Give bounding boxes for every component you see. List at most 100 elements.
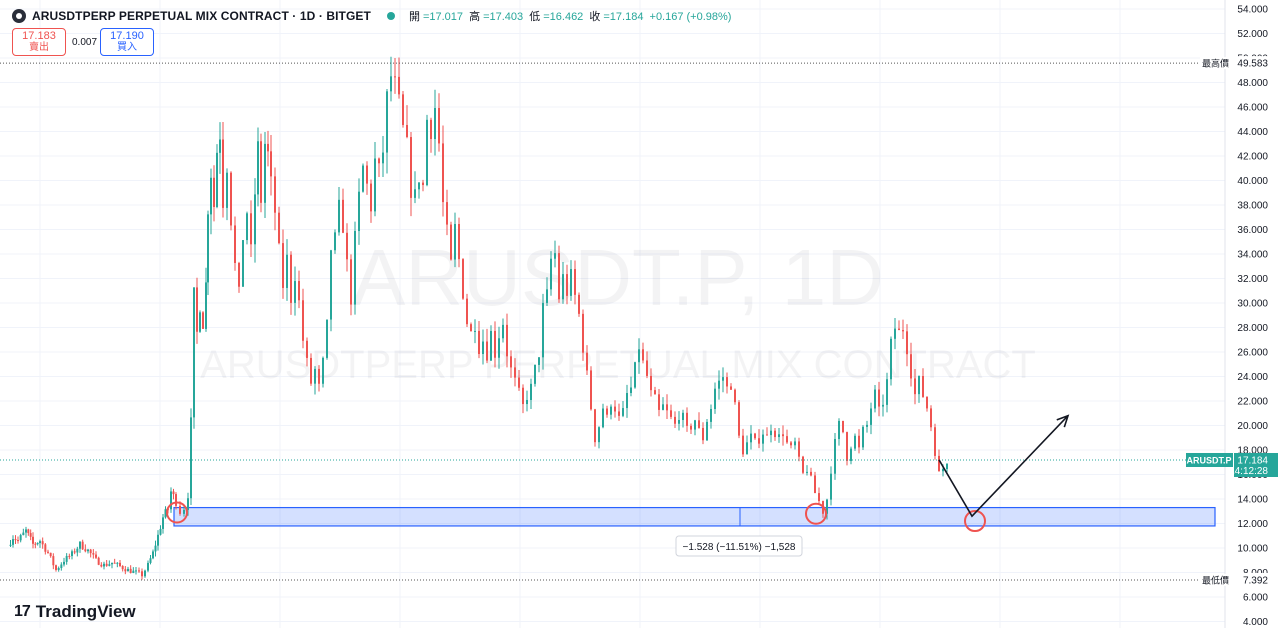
candle-body xyxy=(36,543,39,545)
price-axis-bg xyxy=(1225,0,1280,628)
candle-body xyxy=(73,551,76,553)
candle-body xyxy=(646,360,648,376)
candle-body xyxy=(918,376,920,395)
price-tick-label: 6.000 xyxy=(1243,593,1268,604)
candle-body xyxy=(290,254,292,303)
candle-body xyxy=(12,539,14,545)
candle-body xyxy=(210,177,212,215)
buy-button[interactable]: 17.190 買入 xyxy=(100,28,154,56)
candle-body xyxy=(34,543,37,545)
candle-body xyxy=(154,545,157,552)
candle-body xyxy=(322,357,324,384)
candle-body xyxy=(414,189,416,198)
candle-body xyxy=(60,564,63,569)
candle-body xyxy=(470,324,472,332)
candle-body xyxy=(144,570,146,577)
candle-body xyxy=(199,312,201,332)
candle-body xyxy=(802,456,804,473)
candle-body xyxy=(190,417,192,499)
candle-body xyxy=(514,367,516,378)
measure-label[interactable]: −1.528 (−11.51%) −1,528 xyxy=(675,535,803,557)
high-price-tag-value: 49.583 xyxy=(1237,59,1268,70)
candle-body xyxy=(29,533,32,537)
price-tick-label: 22.000 xyxy=(1237,397,1268,408)
candle-body xyxy=(698,420,700,428)
candle-body xyxy=(778,434,780,438)
candle-body xyxy=(466,298,468,325)
candle-body xyxy=(135,570,137,572)
last-symbol-bg xyxy=(1186,452,1233,467)
candle-body xyxy=(502,324,504,339)
candle-body xyxy=(490,330,492,361)
candle-body xyxy=(55,565,57,570)
candle-body xyxy=(386,91,388,153)
symbol-icon[interactable] xyxy=(12,9,26,23)
open-label: 開 xyxy=(408,11,420,23)
candle-body xyxy=(702,427,704,441)
candle-body xyxy=(494,330,496,358)
candle-body xyxy=(57,568,60,570)
candle-body xyxy=(103,563,105,567)
price-tick-label: 48.000 xyxy=(1237,78,1268,89)
candle-body xyxy=(926,396,928,409)
sell-button[interactable]: 17.183 賣出 xyxy=(12,28,66,56)
candle-body xyxy=(39,541,41,544)
change-value: +0.167 (+0.98%) xyxy=(649,11,732,23)
projection-path[interactable] xyxy=(938,415,1069,518)
high-price-tag[interactable]: 最高價 49.583 xyxy=(1200,56,1278,71)
candle-body xyxy=(193,287,195,418)
candle-body xyxy=(442,143,444,203)
candle-body xyxy=(530,383,532,400)
candle-body xyxy=(886,379,888,405)
candle-body xyxy=(786,436,788,443)
candle-body xyxy=(257,141,259,195)
candle-body xyxy=(100,564,103,567)
candle-body xyxy=(390,76,392,92)
support-zone-rect[interactable] xyxy=(173,506,1216,527)
candle-body xyxy=(97,557,100,565)
support-zone[interactable] xyxy=(173,506,1216,527)
candle-body xyxy=(570,269,572,296)
high-value: =17.403 xyxy=(483,11,524,23)
candle-body xyxy=(202,312,204,329)
candle-body xyxy=(398,76,400,95)
candle-body xyxy=(92,553,95,555)
candle-body xyxy=(762,434,764,444)
candle-body xyxy=(294,281,296,303)
candle-body xyxy=(89,549,92,554)
candle-body xyxy=(710,409,712,422)
chart-title[interactable]: ARUSDTPERP PERPETUAL MIX CONTRACT · 1D ·… xyxy=(32,9,371,23)
low-label: 低 xyxy=(529,11,541,23)
low-price-tag-value-bg xyxy=(1234,572,1278,587)
candle-body xyxy=(830,473,832,500)
candle-body xyxy=(450,224,452,260)
price-axis[interactable]: 54.00052.00050.00048.00046.00044.00042.0… xyxy=(1186,0,1280,628)
candle-body xyxy=(538,357,540,365)
candle-body xyxy=(642,349,644,361)
candle-body xyxy=(32,536,34,544)
highlight-circle[interactable] xyxy=(166,501,188,524)
candle-body xyxy=(622,408,624,416)
price-tick-label: 40.000 xyxy=(1237,176,1268,187)
candle-body xyxy=(374,158,376,212)
low-price-tag[interactable]: 最低價 7.392 xyxy=(1200,572,1278,587)
candle-body xyxy=(159,528,162,535)
candle-body xyxy=(113,562,116,564)
candle-body xyxy=(486,341,488,361)
highlight-circle[interactable] xyxy=(805,502,827,525)
buy-label: 買入 xyxy=(117,42,137,53)
candle-body xyxy=(834,439,836,474)
tradingview-logo[interactable]: 17 TradingView xyxy=(14,602,136,622)
grid-lines xyxy=(0,0,1225,628)
candle-body xyxy=(250,213,252,245)
candle-body xyxy=(558,253,560,300)
highlight-circle[interactable] xyxy=(964,510,986,533)
candle-body xyxy=(149,558,152,563)
candle-body xyxy=(594,409,596,443)
candle-body xyxy=(626,392,628,409)
candle-body xyxy=(934,427,936,456)
candle-body xyxy=(574,269,576,295)
overlays[interactable]: −1.528 (−11.51%) −1,528 xyxy=(0,62,1225,581)
